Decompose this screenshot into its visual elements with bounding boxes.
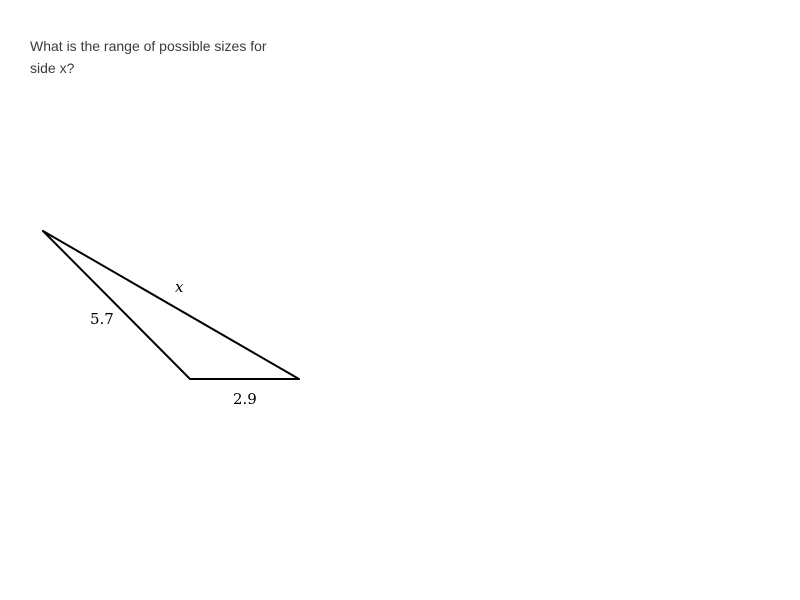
question-text: What is the range of possible sizes for … [30,38,267,76]
label-side-left: 5.7 [90,310,114,328]
label-side-bottom: 2.9 [233,390,257,408]
label-side-x: x [175,278,184,296]
side-x [42,230,300,380]
side-left [42,230,191,380]
